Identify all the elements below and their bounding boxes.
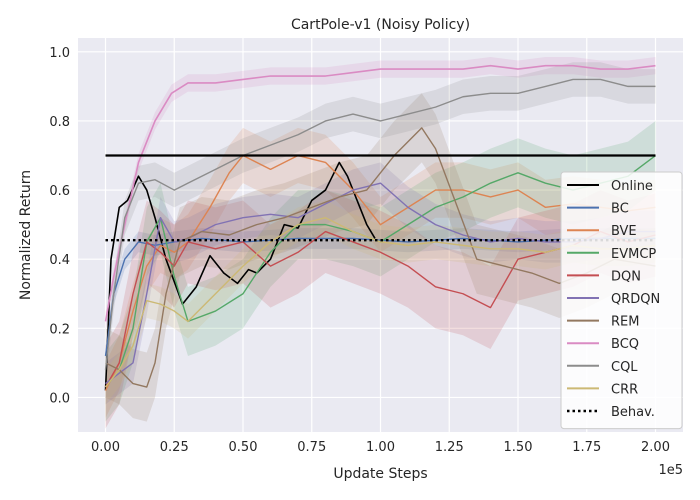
x-tick-label: 0.75 [297,440,326,455]
series-line-cql [104,78,656,370]
y-axis-ticks: 0.0 0.2 0.4 0.6 0.8 1.0 [49,46,70,407]
legend-label: QRDQN [611,292,660,307]
x-axis-multiplier: 1e5 [658,463,683,478]
legend-label: Behav. [611,405,655,420]
legend-label: EVMCP [611,247,656,262]
confidence-bands [105,57,656,429]
series-line-evmcp [104,154,656,388]
series-line-online [104,161,376,391]
band-crr [105,200,656,405]
x-tick-label: 0.00 [91,440,120,455]
series-lines [104,64,656,391]
x-axis-label: Update Steps [333,466,427,482]
x-tick-label: 1.25 [435,440,464,455]
x-tick-label: 0.25 [160,440,189,455]
x-axis-ticks: 0.00 0.25 0.50 0.75 1.00 1.25 1.50 1.75 2.00 [91,440,670,455]
x-tick-label: 0.50 [229,440,258,455]
x-tick-label: 1.00 [366,440,395,455]
chart-title: CartPole-v1 (Noisy Policy) [291,17,470,33]
y-tick-label: 0.6 [49,184,70,199]
x-tick-label: 2.00 [641,440,670,455]
y-tick-label: 0.2 [49,322,70,337]
legend-label: REM [611,315,639,330]
band-cql [105,62,656,388]
band-evmcp [105,120,656,422]
band-qrdqn [105,162,656,405]
y-tick-label: 0.0 [49,391,70,406]
x-tick-label: 1.50 [504,440,533,455]
legend-label: BC [611,202,629,217]
y-tick-label: 1.0 [49,46,70,61]
legend-label: BVE [611,224,637,239]
band-bve [105,127,656,419]
series-line-bcq [104,64,656,322]
series-line-bve [104,154,656,391]
series-line-rem [105,127,656,388]
band-rem [105,93,656,422]
legend: Online BC BVE EVMCP DQN QRDQN REM BCQ CQL CRR Beha… [560,171,683,430]
y-tick-label: 0.8 [49,115,70,130]
legend-label: CRR [611,382,638,397]
y-axis-label: Normalized Return [18,170,34,300]
y-tick-label: 0.4 [49,253,70,268]
legend-label: CQL [611,360,638,375]
legend-label: BCQ [611,337,639,352]
legend-label: Online [611,179,653,194]
legend-box [560,171,683,430]
x-tick-label: 1.75 [572,440,601,455]
band-dqn [105,190,656,429]
series-line-crr [104,217,656,388]
legend-label: DQN [611,269,641,284]
